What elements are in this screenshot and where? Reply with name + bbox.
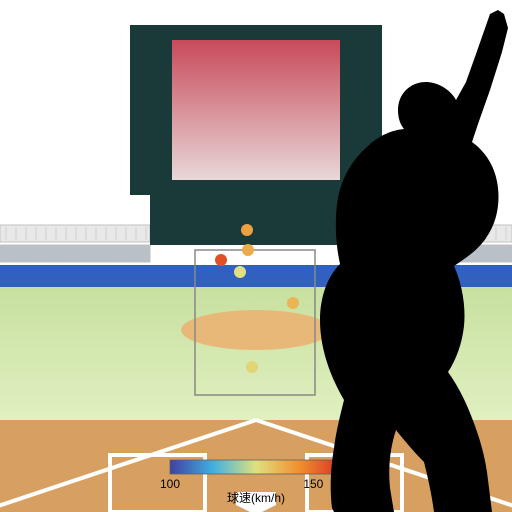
pitchers-mound xyxy=(181,310,331,350)
legend-gradient-bar xyxy=(170,460,342,474)
pitch-marker xyxy=(287,297,299,309)
legend-tick: 150 xyxy=(303,477,323,491)
legend-tick: 100 xyxy=(160,477,180,491)
pitch-marker xyxy=(246,361,258,373)
pitch-marker xyxy=(234,266,246,278)
scoreboard-base xyxy=(150,195,360,245)
legend-title: 球速(km/h) xyxy=(227,491,285,505)
scoreboard-screen xyxy=(172,40,340,180)
pitch-marker xyxy=(215,254,227,266)
pitch-marker xyxy=(241,224,253,236)
pitch-marker xyxy=(242,244,254,256)
pitch-scene: 100 150 球速(km/h) xyxy=(0,0,512,512)
